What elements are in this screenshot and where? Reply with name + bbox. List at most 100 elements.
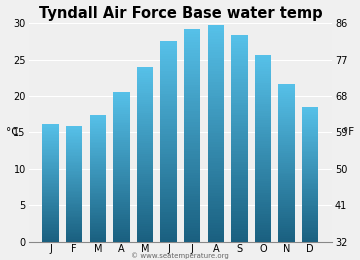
- Bar: [207, 82, 224, 85]
- Bar: [90, 193, 106, 194]
- Bar: [160, 69, 177, 72]
- Bar: [160, 86, 177, 89]
- Bar: [231, 100, 248, 102]
- Bar: [66, 138, 82, 139]
- Bar: [42, 218, 59, 219]
- Bar: [231, 172, 248, 175]
- Bar: [207, 63, 224, 66]
- Bar: [137, 216, 153, 218]
- Bar: [302, 186, 318, 188]
- Bar: [160, 119, 177, 121]
- Bar: [278, 155, 295, 157]
- Bar: [302, 220, 318, 222]
- Bar: [137, 191, 153, 194]
- Bar: [42, 233, 59, 234]
- Bar: [160, 126, 177, 129]
- Bar: [90, 115, 106, 116]
- Bar: [278, 147, 295, 149]
- Bar: [90, 234, 106, 235]
- Bar: [302, 137, 318, 139]
- Bar: [137, 233, 153, 235]
- Bar: [278, 232, 295, 234]
- Bar: [113, 202, 130, 204]
- Bar: [207, 228, 224, 231]
- Bar: [184, 159, 201, 162]
- Bar: [113, 185, 130, 187]
- Bar: [278, 210, 295, 212]
- Bar: [137, 211, 153, 213]
- Bar: [278, 86, 295, 88]
- Bar: [231, 59, 248, 61]
- Bar: [278, 149, 295, 151]
- Bar: [207, 120, 224, 123]
- Bar: [231, 180, 248, 183]
- Bar: [207, 71, 224, 74]
- Bar: [90, 178, 106, 180]
- Bar: [231, 66, 248, 69]
- Bar: [137, 154, 153, 157]
- Bar: [137, 106, 153, 108]
- Bar: [113, 206, 130, 208]
- Bar: [255, 170, 271, 172]
- Bar: [160, 144, 177, 146]
- Bar: [207, 101, 224, 104]
- Bar: [90, 237, 106, 238]
- Bar: [137, 102, 153, 104]
- Bar: [137, 170, 153, 172]
- Bar: [231, 92, 248, 95]
- Bar: [137, 71, 153, 73]
- Bar: [255, 93, 271, 95]
- Bar: [42, 149, 59, 150]
- Bar: [42, 164, 59, 165]
- Bar: [278, 113, 295, 115]
- Bar: [255, 218, 271, 221]
- Bar: [113, 97, 130, 99]
- Bar: [90, 150, 106, 151]
- Bar: [113, 95, 130, 97]
- Bar: [207, 204, 224, 206]
- Bar: [90, 175, 106, 177]
- Bar: [255, 195, 271, 197]
- Bar: [113, 180, 130, 182]
- Bar: [207, 104, 224, 106]
- Bar: [255, 60, 271, 62]
- Bar: [90, 223, 106, 224]
- Bar: [113, 127, 130, 129]
- Bar: [207, 198, 224, 201]
- Bar: [207, 139, 224, 142]
- Bar: [207, 142, 224, 144]
- Bar: [137, 167, 153, 170]
- Bar: [42, 147, 59, 149]
- Bar: [278, 214, 295, 216]
- Bar: [90, 132, 106, 134]
- Bar: [255, 214, 271, 216]
- Bar: [302, 151, 318, 152]
- Bar: [255, 148, 271, 151]
- Bar: [184, 157, 201, 159]
- Bar: [160, 184, 177, 187]
- Bar: [90, 213, 106, 215]
- Bar: [66, 146, 82, 148]
- Bar: [160, 239, 177, 242]
- Bar: [42, 134, 59, 135]
- Bar: [90, 204, 106, 205]
- Bar: [231, 234, 248, 237]
- Bar: [66, 187, 82, 188]
- Bar: [113, 99, 130, 101]
- Bar: [302, 183, 318, 184]
- Bar: [137, 76, 153, 78]
- Bar: [231, 123, 248, 126]
- Bar: [184, 151, 201, 154]
- Bar: [42, 214, 59, 215]
- Bar: [42, 208, 59, 209]
- Bar: [66, 240, 82, 242]
- Bar: [207, 74, 224, 77]
- Bar: [255, 104, 271, 106]
- Bar: [184, 61, 201, 63]
- Bar: [90, 169, 106, 170]
- Bar: [137, 82, 153, 84]
- Bar: [278, 161, 295, 162]
- Bar: [113, 229, 130, 230]
- Bar: [42, 231, 59, 233]
- Bar: [255, 72, 271, 74]
